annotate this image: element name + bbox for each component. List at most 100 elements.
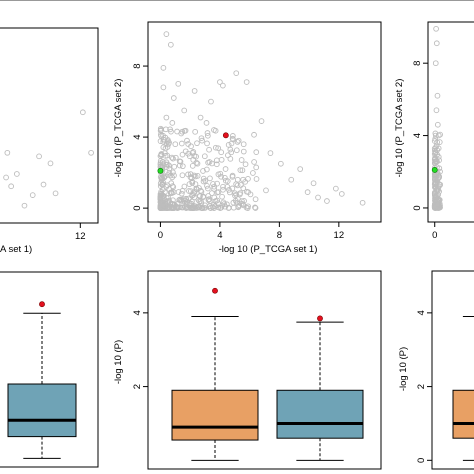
outlier-point: [317, 315, 323, 322]
data-point: [235, 137, 242, 144]
data-point: [204, 183, 210, 189]
data-point: [218, 149, 225, 156]
data-point: [251, 131, 257, 138]
data-point: [253, 149, 260, 156]
data-point: [194, 173, 201, 179]
data-point: [241, 198, 247, 204]
data-point: [169, 120, 176, 126]
data-point: [179, 172, 186, 179]
box-iqr: [276, 389, 364, 439]
data-point: [164, 198, 171, 205]
data-point: [181, 198, 188, 204]
data-point: [229, 133, 236, 139]
data-point: [288, 176, 295, 183]
data-point: [225, 205, 232, 211]
data-point: [167, 126, 173, 133]
data-point: [220, 186, 226, 193]
data-point: [190, 156, 197, 163]
data-point: [242, 161, 249, 168]
data-point: [160, 186, 166, 193]
data-point: [182, 203, 188, 210]
data-point: [304, 189, 311, 195]
y-tick-label: 4: [416, 310, 427, 315]
data-point: [200, 168, 206, 174]
data-point: [169, 154, 175, 161]
panel-top-right: 0 0 4 8 -log 10 (P_TCGA set 2): [394, 21, 474, 241]
data-point: [191, 194, 198, 201]
data-point: [191, 88, 198, 94]
data-point: [169, 183, 176, 189]
data-point: [204, 130, 211, 136]
data-point: [217, 170, 224, 177]
data-point: [297, 166, 304, 172]
panel-top-middle: 0 4 8 12 0 4 8 -log 10 (P_TCGA set 1) -log 10 …: [113, 21, 382, 255]
y-axis-label: -log 10 (P_TCGA set 2): [113, 79, 124, 178]
data-point: [233, 70, 240, 77]
data-point: [161, 136, 167, 143]
data-point: [240, 141, 247, 148]
data-point: [163, 195, 170, 201]
x-tick-label: 12: [334, 230, 345, 241]
data-point: [190, 204, 196, 211]
data-point: [164, 205, 171, 211]
data-point: [205, 193, 212, 199]
data-point: [170, 95, 177, 101]
data-point: [204, 140, 210, 147]
data-point: [234, 139, 241, 145]
box-iqr: [171, 389, 259, 441]
plot-frame: [147, 21, 382, 223]
data-point: [163, 114, 170, 121]
data-point: [170, 169, 176, 176]
data-point: [163, 126, 169, 133]
data-point: [310, 180, 317, 187]
y-tick-label: 0: [412, 205, 423, 210]
data-point: [179, 128, 186, 135]
plot-frame: [0, 271, 99, 468]
data-point: [157, 203, 164, 210]
data-point: [185, 150, 192, 157]
data-point: [238, 182, 244, 188]
data-point: [237, 167, 244, 174]
data-point: [184, 137, 190, 144]
data-point: [234, 182, 241, 189]
outlier-point: [212, 287, 218, 294]
data-point: [159, 174, 165, 181]
data-point: [178, 140, 185, 147]
data-point: [219, 193, 225, 200]
highlight-point-green: [157, 167, 164, 174]
data-point: [187, 171, 194, 178]
data-point: [157, 153, 164, 159]
x-tick-label: 8: [277, 230, 282, 241]
data-point: [253, 164, 260, 171]
data-point: [206, 198, 213, 205]
data-point: [179, 151, 186, 158]
axes-layer: 0 2 4: [416, 310, 432, 463]
data-point: [251, 159, 257, 165]
data-point: [177, 158, 184, 165]
y-tick-label: 0: [132, 205, 143, 210]
data-point: [222, 203, 229, 210]
data-point: [205, 197, 212, 203]
data-point: [160, 64, 167, 71]
data-point: [229, 173, 236, 180]
data-point: [225, 141, 232, 148]
data-point: [175, 80, 182, 87]
data-point: [171, 163, 178, 170]
data-point: [206, 146, 212, 153]
data-point: [434, 121, 441, 128]
data-point: [173, 203, 180, 210]
data-point: [167, 190, 174, 196]
data-point: [168, 204, 174, 211]
data-point: [29, 192, 36, 198]
data-point: [433, 107, 440, 114]
data-point: [435, 191, 442, 198]
plot-frame: [431, 270, 474, 470]
data-point: [170, 197, 176, 204]
data-point: [201, 205, 207, 211]
data-point: [224, 183, 231, 190]
data-point: [21, 202, 28, 209]
data-point: [431, 202, 438, 209]
data-point: [433, 25, 439, 32]
data-point: [4, 149, 11, 156]
data-point: [436, 139, 443, 145]
